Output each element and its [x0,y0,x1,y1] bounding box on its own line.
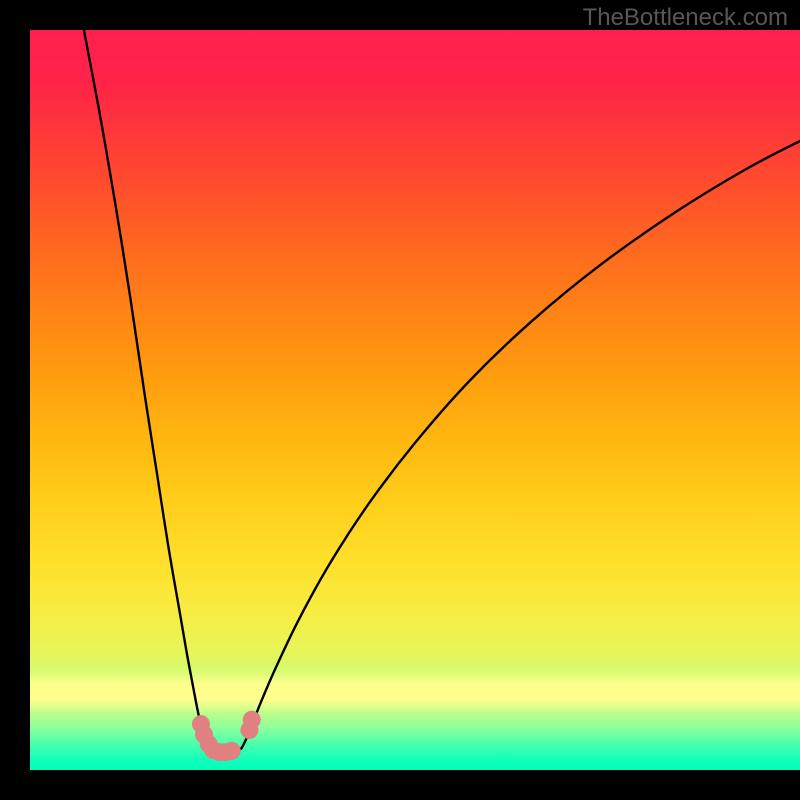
plot-area [30,30,800,770]
marker-point [223,742,241,760]
curve-left-branch [84,30,209,748]
chart-root: TheBottleneck.com [0,0,800,800]
curve-overlay [30,30,800,770]
curve-right-branch [242,141,800,748]
watermark-text: TheBottleneck.com [583,4,788,32]
marker-point [243,711,261,729]
